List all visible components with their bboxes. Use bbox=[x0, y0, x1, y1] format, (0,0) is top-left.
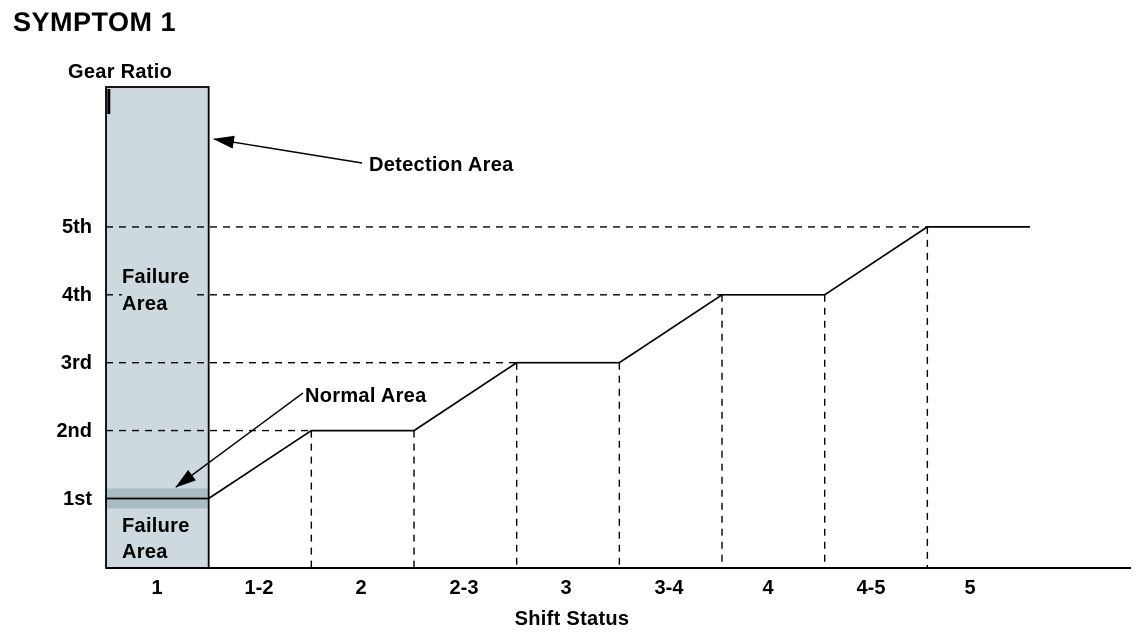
x-tick-4: 4 bbox=[762, 577, 774, 599]
normal-area-label: Normal Area bbox=[305, 385, 427, 407]
x-tick-1: 1 bbox=[151, 577, 163, 599]
normal-area-arrow bbox=[175, 392, 304, 488]
y-axis-title: Gear Ratio bbox=[68, 61, 173, 83]
x-tick-1-2: 1-2 bbox=[244, 577, 274, 599]
x-tick-3-4: 3-4 bbox=[654, 577, 684, 599]
x-tick-5: 5 bbox=[964, 577, 976, 599]
x-tick-3: 3 bbox=[560, 577, 572, 599]
y-tick-2nd: 2nd bbox=[56, 420, 92, 442]
y-tick-1st: 1st bbox=[63, 488, 92, 510]
detection-area-rect bbox=[106, 87, 209, 568]
y-tick-3rd: 3rd bbox=[60, 352, 92, 374]
y-tick-4th: 4th bbox=[62, 284, 92, 306]
x-tick-2-3: 2-3 bbox=[449, 577, 479, 599]
detection-area-label: Detection Area bbox=[369, 154, 514, 176]
failure-area-upper-label: Failure Area bbox=[122, 263, 193, 319]
detection-area-arrow bbox=[213, 135, 363, 164]
page-title: SYMPTOM 1 bbox=[13, 7, 177, 37]
x-tick-2: 2 bbox=[355, 577, 367, 599]
x-axis-title: Shift Status bbox=[514, 608, 630, 630]
gear-step-line bbox=[106, 226, 1031, 500]
failure-area-lower-label: Failure Area bbox=[122, 515, 190, 563]
y-tick-5th: 5th bbox=[62, 216, 92, 238]
x-tick-4-5: 4-5 bbox=[856, 577, 886, 599]
